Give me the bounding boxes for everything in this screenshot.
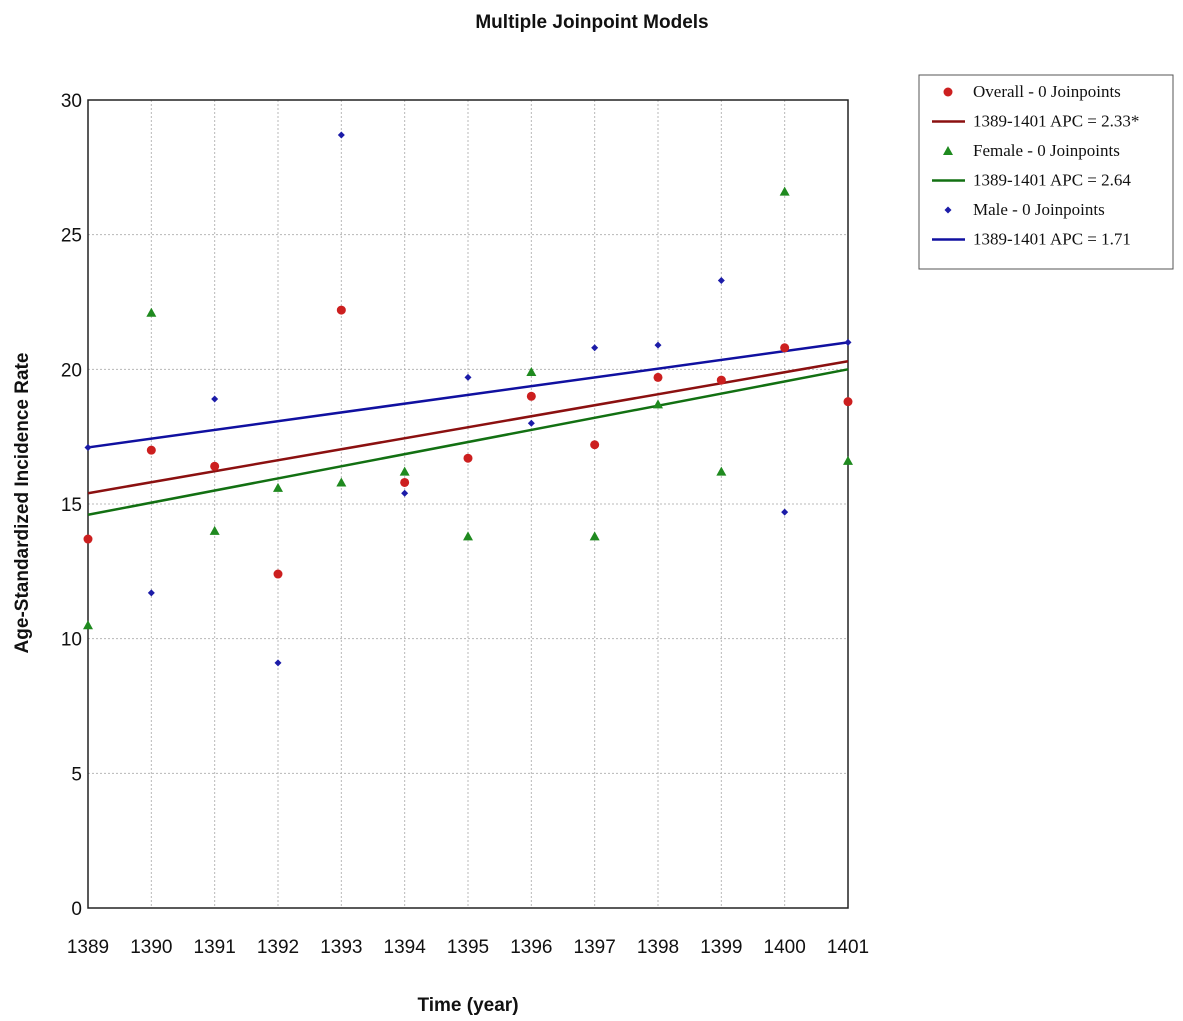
data-point-2: [591, 344, 599, 352]
x-tick-label: 1397: [574, 937, 616, 958]
chart-title: Multiple Joinpoint Models: [475, 12, 708, 33]
data-point-1: [589, 531, 600, 541]
x-tick-label: 1395: [447, 937, 489, 958]
data-point-0: [526, 391, 536, 401]
data-point-2: [654, 341, 662, 349]
data-point-1: [716, 466, 727, 476]
x-tick-label: 1389: [67, 937, 109, 958]
data-point-2: [401, 489, 409, 497]
data-point-1: [463, 531, 473, 541]
legend-label-series-0: Overall - 0 Joinpoints: [973, 82, 1121, 101]
data-point-2: [147, 589, 155, 597]
data-point-1: [526, 367, 537, 377]
x-tick-label: 1398: [637, 937, 679, 958]
data-point-2: [274, 659, 282, 667]
data-point-0: [653, 372, 663, 382]
legend-label-fit-0: 1389-1401 APC = 2.33*: [973, 112, 1139, 131]
legend: Overall - 0 Joinpoints 1389-1401 APC = 2.…: [918, 74, 1174, 270]
data-point-2: [844, 338, 852, 346]
legend-marker-1: [943, 146, 953, 155]
legend-box: [918, 74, 1174, 270]
fit-line-2: [87, 341, 849, 449]
legend-label-fit-2: 1389-1401 APC = 1.71: [973, 230, 1131, 249]
y-tick-label: 25: [61, 226, 82, 247]
x-tick-label: 1401: [827, 937, 869, 958]
x-tick-label: 1390: [130, 937, 172, 958]
data-point-0: [400, 477, 410, 487]
data-point-2: [781, 508, 789, 516]
data-point-1: [843, 455, 853, 465]
data-point-0: [146, 445, 156, 455]
y-tick-label: 20: [61, 360, 82, 381]
x-tick-label: 1399: [700, 937, 742, 958]
data-point-1: [273, 482, 283, 492]
x-axis-title: Time (year): [417, 995, 518, 1016]
x-tick-label: 1396: [510, 937, 552, 958]
data-point-0: [336, 305, 346, 315]
y-tick-label: 30: [61, 91, 82, 112]
data-point-0: [780, 343, 790, 353]
legend-label-fit-1: 1389-1401 APC = 2.64: [973, 171, 1131, 190]
y-tick-label: 15: [61, 495, 82, 516]
x-tick-label: 1400: [764, 937, 806, 958]
data-point-2: [717, 276, 725, 284]
data-point-2: [337, 131, 345, 139]
tick-labels: 1389 1390 1391 1392 1393 1394 1395 1396 1397 1398…: [61, 91, 869, 958]
y-tick-label: 5: [71, 764, 82, 785]
y-axis-title: Age-Standardized Incidence Rate: [12, 353, 33, 654]
x-tick-label: 1394: [384, 937, 427, 958]
data-points: [83, 131, 853, 667]
y-tick-label: 0: [71, 899, 82, 920]
data-point-2: [527, 419, 535, 427]
data-point-1: [399, 466, 410, 476]
data-point-0: [83, 534, 93, 544]
data-point-1: [779, 186, 790, 196]
x-tick-label: 1393: [320, 937, 362, 958]
data-point-0: [210, 461, 220, 471]
legend-label-series-1: Female - 0 Joinpoints: [973, 141, 1120, 160]
data-point-2: [464, 373, 472, 381]
fit-line-1: [87, 368, 849, 517]
y-tick-label: 10: [61, 630, 82, 651]
data-point-0: [843, 397, 853, 407]
data-point-1: [83, 620, 93, 630]
data-point-0: [590, 440, 600, 450]
data-point-0: [463, 453, 473, 463]
data-point-2: [84, 443, 92, 451]
data-point-1: [146, 307, 157, 317]
x-tick-label: 1391: [194, 937, 236, 958]
data-point-0: [273, 569, 283, 579]
data-point-1: [653, 399, 663, 409]
legend-marker-2: [944, 206, 952, 214]
grid: [88, 100, 848, 908]
legend-label-series-2: Male - 0 Joinpoints: [973, 200, 1105, 219]
data-point-1: [336, 477, 347, 487]
plot-frame: [87, 99, 849, 909]
data-point-1: [209, 525, 220, 535]
legend-marker-0: [943, 87, 953, 97]
data-point-2: [211, 395, 219, 403]
data-point-0: [716, 375, 726, 385]
x-tick-label: 1392: [257, 937, 299, 958]
